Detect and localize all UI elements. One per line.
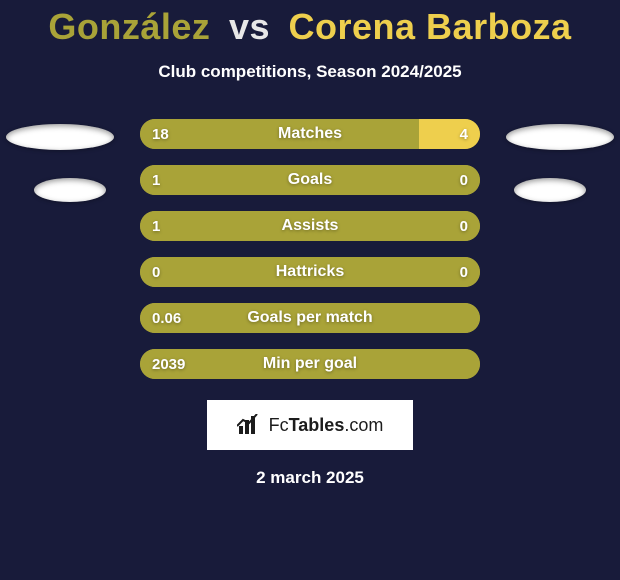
stat-row: 10Goals: [0, 158, 620, 204]
stat-bar-left: [140, 119, 419, 149]
watermark-suffix: .com: [344, 415, 383, 435]
stat-bar-right: [419, 119, 480, 149]
stat-bar-left: [140, 257, 480, 287]
player2-name: Corena Barboza: [289, 6, 572, 47]
watermark-prefix: Fc: [269, 415, 289, 435]
stat-bar-left: [140, 165, 480, 195]
stat-row: 10Assists: [0, 204, 620, 250]
stat-bar-track: 10Goals: [140, 165, 480, 195]
chart-icon: [237, 414, 261, 436]
stat-bar-track: 2039Min per goal: [140, 349, 480, 379]
stat-row: 2039Min per goal: [0, 342, 620, 388]
player1-name: González: [48, 6, 210, 47]
stat-rows: 184Matches 10Goals 10Assists 00Hattricks 0.0…: [0, 112, 620, 388]
stat-row: 00Hattricks: [0, 250, 620, 296]
stat-bar-track: 00Hattricks: [140, 257, 480, 287]
stat-bar-track: 184Matches: [140, 119, 480, 149]
watermark: FcTables.com: [207, 400, 413, 450]
stat-row: 184Matches: [0, 112, 620, 158]
watermark-text: FcTables.com: [269, 415, 384, 436]
infographic-root: González vs Corena Barboza Club competit…: [0, 0, 620, 488]
stat-bar-left: [140, 211, 480, 241]
title-vs: vs: [229, 6, 270, 47]
stat-bar-left: [140, 349, 480, 379]
stat-bar-left: [140, 303, 480, 333]
subtitle: Club competitions, Season 2024/2025: [0, 62, 620, 82]
comparison-title: González vs Corena Barboza: [0, 6, 620, 48]
stat-bar-track: 10Assists: [140, 211, 480, 241]
stat-row: 0.06Goals per match: [0, 296, 620, 342]
footer-date: 2 march 2025: [0, 468, 620, 488]
watermark-bold: Tables: [289, 415, 345, 435]
stat-bar-track: 0.06Goals per match: [140, 303, 480, 333]
